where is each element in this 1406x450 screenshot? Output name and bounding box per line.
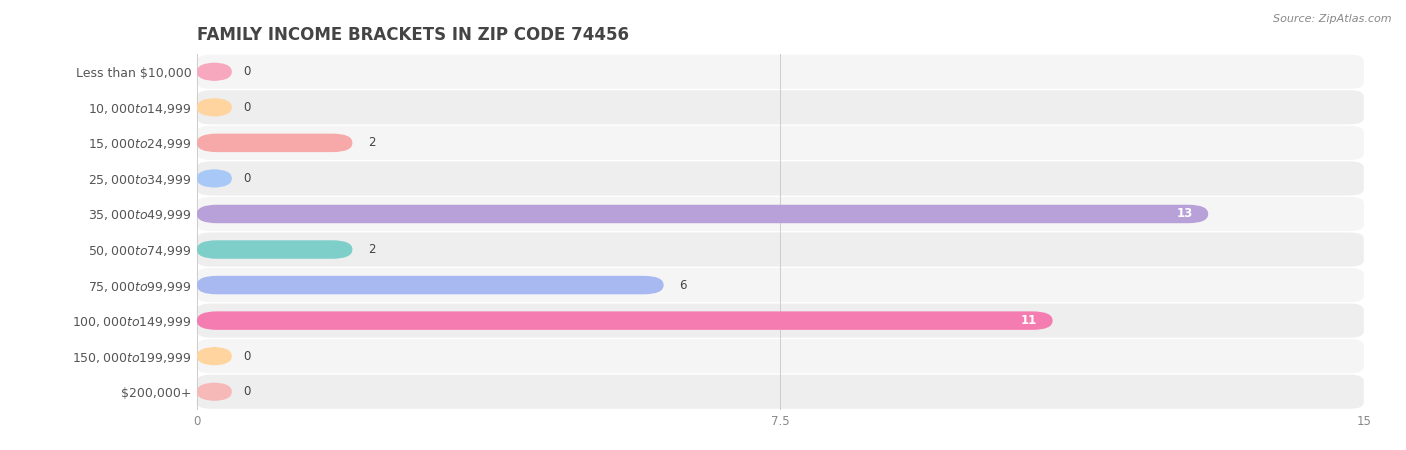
FancyBboxPatch shape bbox=[197, 304, 1364, 338]
FancyBboxPatch shape bbox=[197, 339, 1364, 373]
FancyBboxPatch shape bbox=[197, 169, 232, 188]
Text: 0: 0 bbox=[243, 172, 250, 185]
FancyBboxPatch shape bbox=[197, 90, 1364, 124]
Text: 11: 11 bbox=[1021, 314, 1038, 327]
Text: 2: 2 bbox=[368, 243, 375, 256]
Text: 0: 0 bbox=[243, 65, 250, 78]
FancyBboxPatch shape bbox=[197, 63, 232, 81]
Text: 13: 13 bbox=[1177, 207, 1192, 220]
FancyBboxPatch shape bbox=[197, 197, 1364, 231]
Text: 0: 0 bbox=[243, 101, 250, 114]
Text: Source: ZipAtlas.com: Source: ZipAtlas.com bbox=[1274, 14, 1392, 23]
FancyBboxPatch shape bbox=[197, 162, 1364, 195]
Text: 2: 2 bbox=[368, 136, 375, 149]
FancyBboxPatch shape bbox=[197, 98, 232, 117]
FancyBboxPatch shape bbox=[197, 276, 664, 294]
Text: 6: 6 bbox=[679, 279, 686, 292]
FancyBboxPatch shape bbox=[197, 311, 1053, 330]
FancyBboxPatch shape bbox=[197, 347, 232, 365]
Text: 0: 0 bbox=[243, 350, 250, 363]
FancyBboxPatch shape bbox=[197, 233, 1364, 266]
FancyBboxPatch shape bbox=[197, 240, 353, 259]
FancyBboxPatch shape bbox=[197, 382, 232, 401]
FancyBboxPatch shape bbox=[197, 126, 1364, 160]
FancyBboxPatch shape bbox=[197, 375, 1364, 409]
FancyBboxPatch shape bbox=[197, 134, 353, 152]
FancyBboxPatch shape bbox=[197, 205, 1208, 223]
FancyBboxPatch shape bbox=[197, 55, 1364, 89]
Text: 0: 0 bbox=[243, 385, 250, 398]
FancyBboxPatch shape bbox=[197, 268, 1364, 302]
Text: FAMILY INCOME BRACKETS IN ZIP CODE 74456: FAMILY INCOME BRACKETS IN ZIP CODE 74456 bbox=[197, 26, 628, 44]
